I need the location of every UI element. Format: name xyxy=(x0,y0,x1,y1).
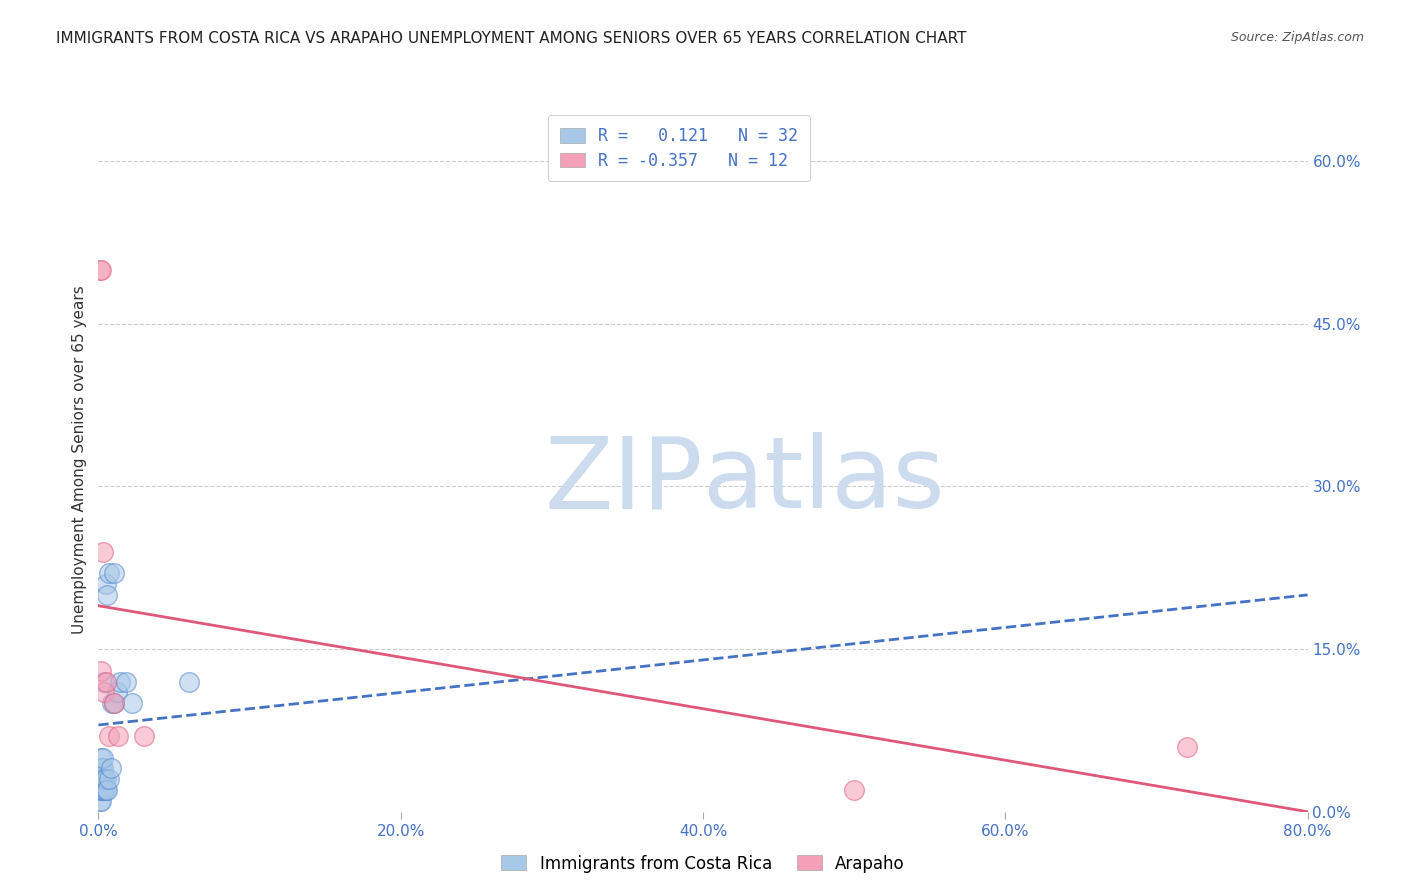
Point xyxy=(90,750,112,764)
Point xyxy=(89,783,111,797)
Text: ZIP: ZIP xyxy=(544,432,703,529)
Point xyxy=(94,674,117,689)
Point xyxy=(93,685,115,699)
Point xyxy=(100,761,122,775)
Point xyxy=(98,729,121,743)
Text: atlas: atlas xyxy=(703,432,945,529)
Point xyxy=(90,783,112,797)
Point xyxy=(93,772,115,787)
Point xyxy=(93,783,115,797)
Legend: R =   0.121   N = 32, R = -0.357   N = 12: R = 0.121 N = 32, R = -0.357 N = 12 xyxy=(548,115,810,181)
Point xyxy=(91,772,114,787)
Point xyxy=(94,783,117,797)
Legend: Immigrants from Costa Rica, Arapaho: Immigrants from Costa Rica, Arapaho xyxy=(495,848,911,880)
Point xyxy=(91,761,114,775)
Point xyxy=(844,783,866,797)
Point xyxy=(96,783,118,797)
Point xyxy=(89,262,111,277)
Point xyxy=(1175,739,1198,754)
Point xyxy=(96,588,118,602)
Point xyxy=(91,544,114,558)
Point xyxy=(89,794,111,808)
Text: Source: ZipAtlas.com: Source: ZipAtlas.com xyxy=(1230,31,1364,45)
Point xyxy=(103,696,125,710)
Point xyxy=(94,577,117,591)
Point xyxy=(94,772,117,787)
Point xyxy=(108,674,131,689)
Text: IMMIGRANTS FROM COSTA RICA VS ARAPAHO UNEMPLOYMENT AMONG SENIORS OVER 65 YEARS C: IMMIGRANTS FROM COSTA RICA VS ARAPAHO UN… xyxy=(56,31,967,46)
Point xyxy=(114,674,136,689)
Point xyxy=(103,566,125,581)
Point xyxy=(103,696,125,710)
Point xyxy=(90,262,112,277)
Point xyxy=(90,664,112,678)
Point xyxy=(93,674,115,689)
Point xyxy=(98,772,121,787)
Point xyxy=(91,783,114,797)
Point xyxy=(90,794,112,808)
Point xyxy=(89,783,111,797)
Point xyxy=(121,696,143,710)
Y-axis label: Unemployment Among Seniors over 65 years: Unemployment Among Seniors over 65 years xyxy=(72,285,87,633)
Point xyxy=(89,772,111,787)
Point xyxy=(107,729,129,743)
Point xyxy=(91,750,114,764)
Point xyxy=(90,772,112,787)
Point xyxy=(179,674,201,689)
Point xyxy=(132,729,155,743)
Point xyxy=(90,761,112,775)
Point xyxy=(101,696,124,710)
Point xyxy=(105,685,128,699)
Point xyxy=(98,566,121,581)
